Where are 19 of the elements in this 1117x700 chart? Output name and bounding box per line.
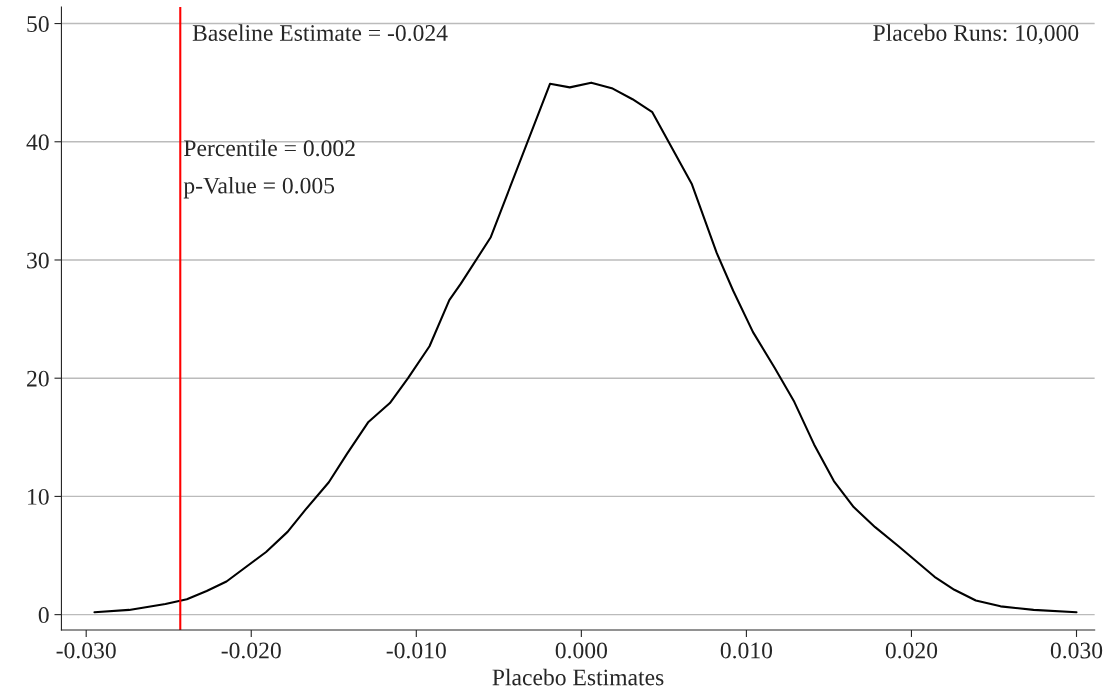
x-axis-title: Placebo Estimates	[492, 668, 664, 686]
y-tick-label: 30	[27, 252, 49, 269]
y-tick-label: 50	[27, 16, 49, 32]
ref-line-label: Baseline Estimate = -0.024	[192, 24, 448, 42]
y-tick-label: 20	[27, 370, 49, 387]
x-tick-label: 0.030	[1050, 642, 1103, 659]
x-tick-label: 0.000	[555, 642, 608, 659]
x-tick-label: -0.010	[386, 642, 446, 659]
y-tick-label: 40	[26, 134, 49, 151]
x-tick-label: -0.020	[221, 642, 281, 659]
annotation: Placebo Runs: 10,000	[873, 24, 1079, 45]
annotation: Percentile = 0.002	[184, 139, 355, 157]
x-tick-label: 0.020	[885, 642, 938, 659]
y-tick-label: 0	[38, 607, 49, 624]
x-tick-label: -0.030	[56, 642, 116, 659]
y-tick-label: 10	[28, 488, 49, 505]
annotation: p-Value = 0.005	[183, 176, 335, 199]
line-series	[93, 81, 1078, 614]
x-tick-label: 0.010	[720, 642, 773, 659]
